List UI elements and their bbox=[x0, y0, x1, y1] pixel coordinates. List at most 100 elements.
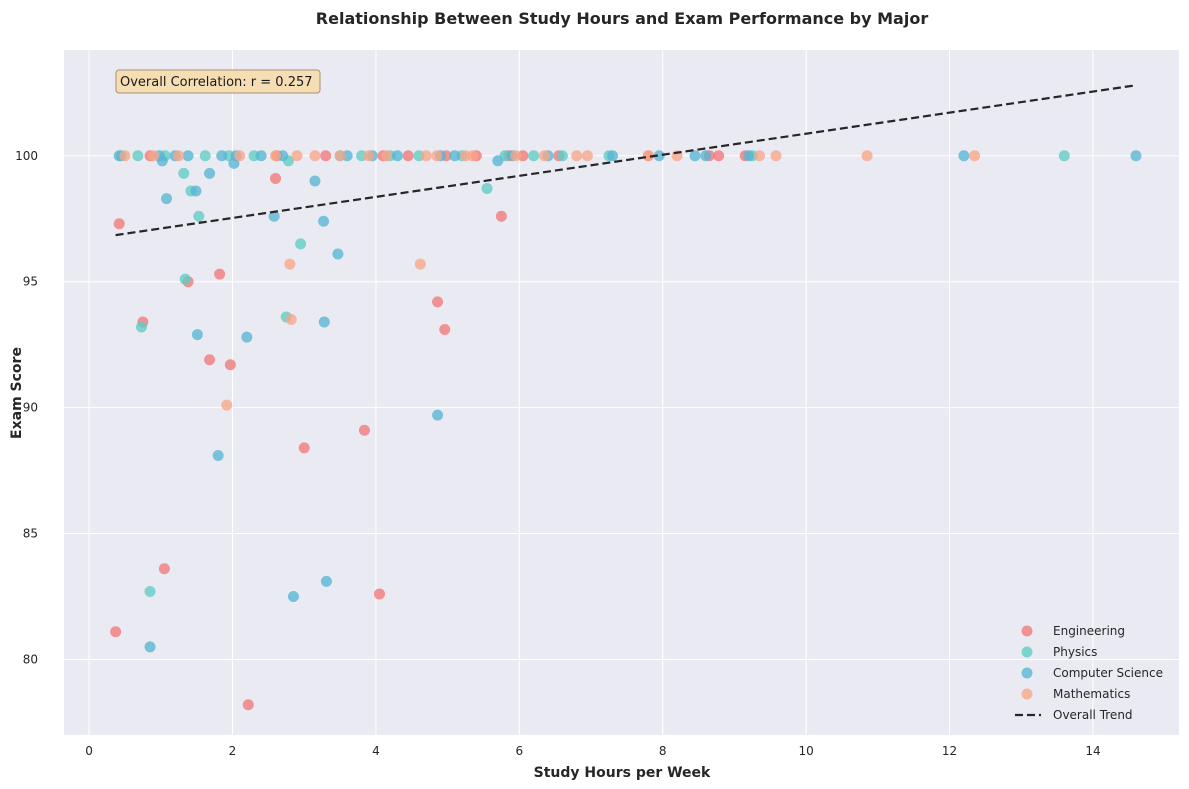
computer-science-point bbox=[318, 316, 330, 328]
computer-science-point bbox=[320, 575, 332, 587]
engineering-point bbox=[214, 268, 226, 280]
computer-science-point bbox=[318, 215, 330, 227]
physics-point bbox=[132, 150, 144, 162]
mathematics-point bbox=[861, 150, 873, 162]
legend-label-mathematics: Mathematics bbox=[1053, 687, 1130, 701]
mathematics-point bbox=[414, 258, 426, 270]
computer-science-point bbox=[689, 150, 701, 162]
y-tick-label: 95 bbox=[23, 275, 38, 289]
mathematics-point bbox=[571, 150, 583, 162]
mathematics-point bbox=[510, 150, 522, 162]
legend-marker-computer-science bbox=[1021, 667, 1033, 679]
mathematics-point bbox=[969, 150, 981, 162]
x-tick-label: 0 bbox=[85, 744, 93, 758]
engineering-point bbox=[320, 150, 332, 162]
grid-lines bbox=[64, 50, 1179, 735]
physics-point bbox=[481, 183, 493, 195]
engineering-point bbox=[298, 442, 310, 454]
mathematics-point bbox=[581, 150, 593, 162]
legend-label-overall-trend: Overall Trend bbox=[1053, 708, 1133, 722]
computer-science-point bbox=[144, 641, 156, 653]
mathematics-point bbox=[642, 150, 654, 162]
x-tick-label: 4 bbox=[372, 744, 380, 758]
physics-point bbox=[528, 150, 540, 162]
mathematics-point bbox=[309, 150, 321, 162]
engineering-point bbox=[373, 588, 385, 600]
physics-point bbox=[295, 238, 307, 250]
x-tick-label: 8 bbox=[659, 744, 667, 758]
engineering-point bbox=[432, 296, 444, 308]
computer-science-point bbox=[241, 331, 253, 343]
mathematics-point bbox=[291, 150, 303, 162]
y-tick-label: 90 bbox=[23, 401, 38, 415]
computer-science-point bbox=[309, 175, 321, 187]
computer-science-point bbox=[391, 150, 403, 162]
computer-science-point bbox=[212, 449, 224, 461]
x-axis-label: Study Hours per Week bbox=[534, 765, 711, 781]
mathematics-point bbox=[284, 258, 296, 270]
computer-science-point bbox=[1130, 150, 1142, 162]
mathematics-point bbox=[119, 150, 131, 162]
computer-science-point bbox=[287, 590, 299, 602]
engineering-point bbox=[439, 324, 451, 336]
y-axis-label: Exam Score bbox=[9, 347, 25, 439]
legend-label-physics: Physics bbox=[1053, 645, 1097, 659]
physics-point bbox=[144, 585, 156, 597]
x-tick-label: 10 bbox=[798, 744, 813, 758]
mathematics-point bbox=[270, 150, 282, 162]
mathematics-point bbox=[420, 150, 432, 162]
mathematics-point bbox=[363, 150, 375, 162]
computer-science-point bbox=[268, 210, 280, 222]
computer-science-point bbox=[653, 150, 665, 162]
engineering-point bbox=[358, 424, 370, 436]
x-tick-label: 6 bbox=[516, 744, 524, 758]
trend-line bbox=[115, 84, 1137, 237]
x-tick-label: 12 bbox=[942, 744, 957, 758]
legend-marker-mathematics bbox=[1021, 688, 1033, 700]
plot-area bbox=[64, 50, 1179, 735]
computer-science-point bbox=[492, 155, 504, 167]
x-tick-labels: 0 2 4 6 8 10 12 14 bbox=[85, 744, 1100, 758]
computer-science-point bbox=[743, 150, 755, 162]
computer-science-point bbox=[216, 150, 228, 162]
engineering-point bbox=[113, 218, 125, 230]
mathematics-point bbox=[221, 399, 233, 411]
physics-point bbox=[1058, 150, 1070, 162]
engineering-point bbox=[495, 210, 507, 222]
mathematics-point bbox=[431, 150, 443, 162]
legend-label-engineering: Engineering bbox=[1053, 624, 1125, 638]
engineering-point bbox=[224, 359, 236, 371]
computer-science-point bbox=[191, 329, 203, 341]
computer-science-point bbox=[182, 150, 194, 162]
scatter-points bbox=[110, 150, 1142, 711]
mathematics-point bbox=[334, 150, 346, 162]
mathematics-point bbox=[148, 150, 160, 162]
x-tick-label: 2 bbox=[229, 744, 237, 758]
correlation-text: Overall Correlation: r = 0.257 bbox=[120, 75, 313, 90]
physics-point bbox=[135, 321, 147, 333]
legend-label-computer-science: Computer Science bbox=[1053, 666, 1163, 680]
y-tick-label: 80 bbox=[23, 652, 38, 666]
physics-point bbox=[193, 210, 205, 222]
mathematics-point bbox=[754, 150, 766, 162]
mathematics-point bbox=[234, 150, 246, 162]
physics-point bbox=[556, 150, 568, 162]
computer-science-point bbox=[449, 150, 461, 162]
physics-point bbox=[178, 167, 190, 179]
legend: Engineering Physics Computer Science Mathem… bbox=[1015, 624, 1163, 722]
mathematics-point bbox=[770, 150, 782, 162]
computer-science-point bbox=[332, 248, 344, 260]
engineering-point bbox=[204, 354, 216, 366]
computer-science-point bbox=[204, 167, 216, 179]
engineering-point bbox=[158, 563, 170, 575]
chart-title: Relationship Between Study Hours and Exa… bbox=[316, 9, 929, 28]
y-tick-label: 85 bbox=[23, 527, 38, 541]
mathematics-point bbox=[538, 150, 550, 162]
computer-science-point bbox=[161, 193, 173, 205]
y-tick-labels: 80 85 90 95 100 bbox=[15, 149, 38, 667]
physics-point bbox=[199, 150, 211, 162]
computer-science-point bbox=[156, 155, 168, 167]
mathematics-point bbox=[381, 150, 393, 162]
engineering-point bbox=[402, 150, 414, 162]
